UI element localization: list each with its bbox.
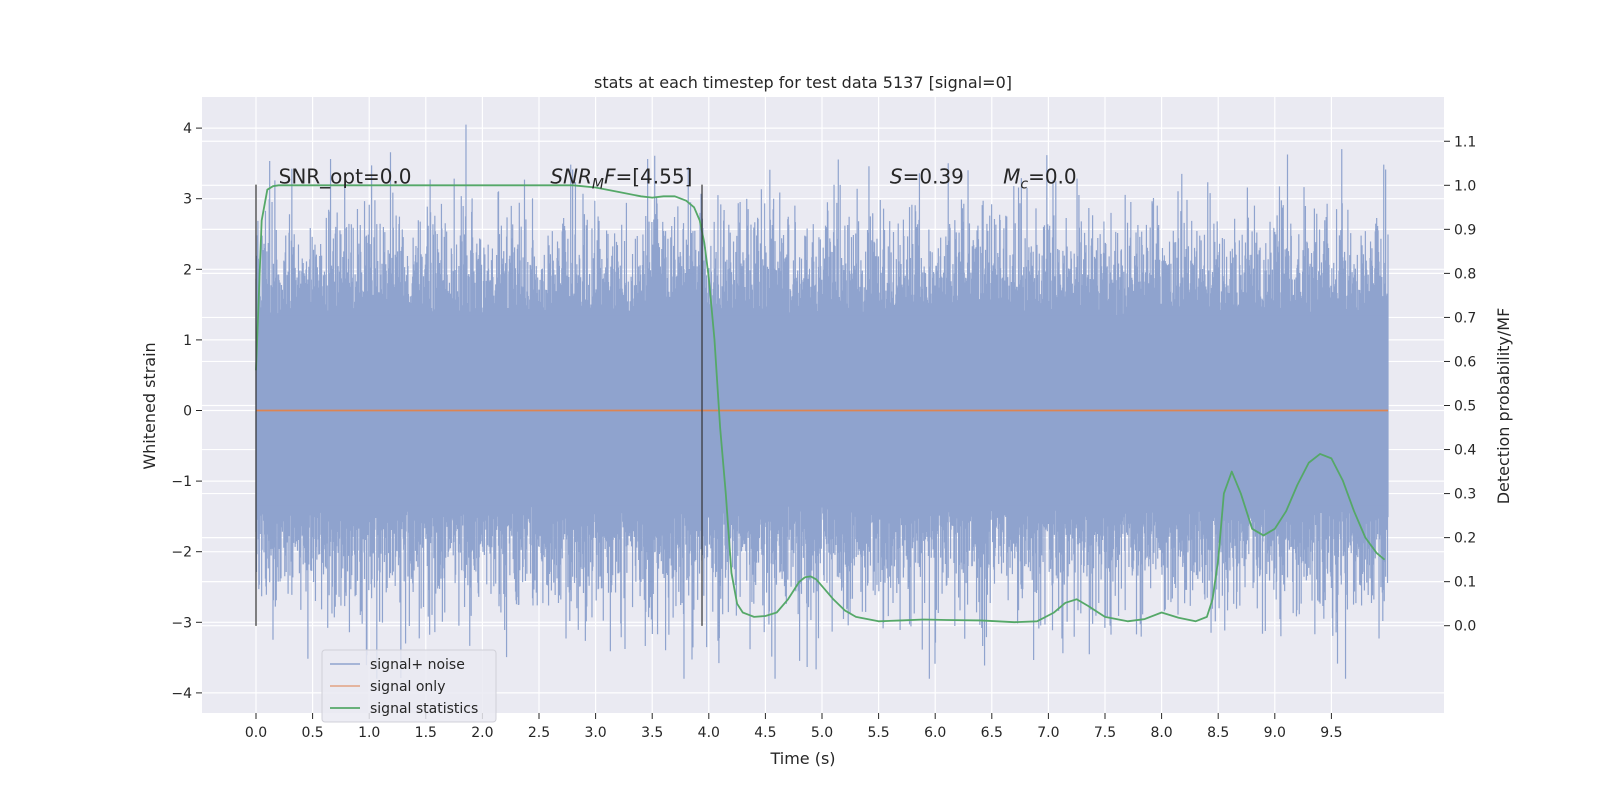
y-right-axis-label: Detection probability/MF [1494,308,1513,505]
annotations: SNR_opt=0.0 SNRMF=[4.55] S=0.39 Mc=0.0 [279,165,1077,193]
x-tick-label: 1.5 [415,725,437,741]
line-series [255,184,1388,624]
x-tick-label: 8.0 [1150,725,1172,741]
annotation-snr-mf: SNRMF=[4.55] [550,165,692,193]
x-tick-label: 0.0 [245,725,267,741]
x-tick-label: 6.0 [924,725,946,741]
x-tick-label: 2.0 [471,725,493,741]
y-left-tick-label: −4 [171,686,192,702]
x-tick-label: 4.0 [698,725,720,741]
x-tick-label: 1.0 [358,725,380,741]
legend-entry: signal+ noise [370,657,465,673]
y-right-tick-label: 0.4 [1454,443,1476,459]
x-tick-label: 9.0 [1264,725,1286,741]
x-tick-label: 5.0 [811,725,833,741]
x-tick-label: 8.5 [1207,725,1229,741]
x-tick-label: 0.5 [301,725,323,741]
legend-entry: signal statistics [370,701,478,717]
x-axis-label: Time (s) [769,749,835,768]
y-right-tick-label: 0.3 [1454,487,1476,503]
y-left-ticks: 4 3 2 1 0 −1 −2 −3 −4 [171,121,202,702]
chart-title: stats at each timestep for test data 513… [594,73,1012,92]
x-tick-label: 6.5 [981,725,1003,741]
y-left-tick-label: −3 [171,615,192,631]
y-right-tick-label: 0.7 [1454,310,1476,326]
x-ticks: 0.0 0.5 1.0 1.5 2.0 2.5 3.0 3.5 4.0 4.5 5.0 5.5 6.0 6… [245,713,1343,741]
y-left-axis-label: Whitened strain [140,342,159,469]
y-right-tick-label: 0.6 [1454,354,1476,370]
y-left-tick-label: −1 [171,474,192,490]
x-tick-label: 7.5 [1094,725,1116,741]
y-left-tick-label: 2 [183,262,192,278]
annotation-snr-opt: SNR_opt=0.0 [279,165,412,189]
x-tick-label: 4.5 [754,725,776,741]
series-line-1 [255,184,1386,624]
x-tick-label: 9.5 [1320,725,1342,741]
y-right-tick-label: 0.0 [1454,619,1476,635]
y-right-tick-label: 0.9 [1454,222,1476,238]
y-left-tick-label: −2 [171,545,192,561]
y-left-tick-label: 3 [183,192,192,208]
x-tick-label: 3.5 [641,725,663,741]
x-tick-label: 3.0 [584,725,606,741]
y-right-tick-label: 0.1 [1454,575,1476,591]
y-right-tick-label: 1.1 [1454,134,1476,150]
annotation-mc-value: Mc=0.0 [1003,165,1077,193]
y-right-tick-label: 0.2 [1454,531,1476,547]
y-right-ticks: 1.1 1.0 0.9 0.8 0.7 0.6 0.5 0.4 0.3 0.2 0.1 0.0 [1444,134,1476,635]
y-right-tick-label: 0.8 [1454,266,1476,282]
y-left-tick-label: 0 [183,404,192,420]
legend-box [321,649,497,723]
x-tick-label: 2.5 [528,725,550,741]
y-right-tick-label: 0.5 [1454,399,1476,415]
x-tick-label: 5.5 [867,725,889,741]
y-left-tick-label: 4 [183,121,192,137]
legend: signal+ noise signal only signal statistic… [321,649,497,723]
y-right-tick-label: 1.0 [1454,178,1476,194]
x-tick-label: 7.0 [1037,725,1059,741]
annotation-s-value: S=0.39 [890,165,964,189]
vertical-markers [255,184,703,626]
legend-entry: signal only [370,679,445,695]
y-left-tick-label: 1 [183,333,192,349]
